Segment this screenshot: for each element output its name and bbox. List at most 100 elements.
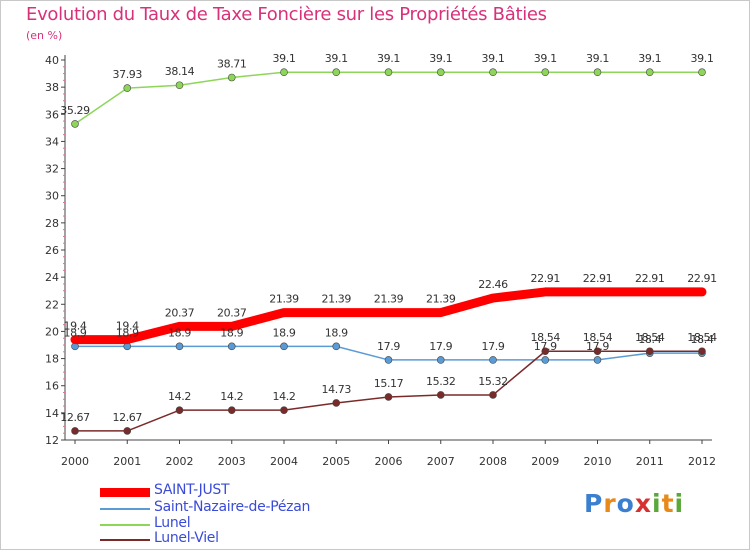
data-point xyxy=(698,68,706,77)
y-tick-label: 24 xyxy=(45,271,59,284)
data-point xyxy=(593,356,602,364)
data-point xyxy=(698,347,706,356)
x-tick-label: 2006 xyxy=(375,455,403,468)
data-point xyxy=(123,84,132,92)
data-label: 21.39 xyxy=(322,293,352,306)
data-label: 37.93 xyxy=(113,68,143,81)
logo-letter: o xyxy=(616,489,635,518)
data-label: 14.2 xyxy=(273,390,296,403)
data-label: 17.9 xyxy=(586,340,609,353)
data-point xyxy=(541,347,550,356)
data-point xyxy=(489,391,497,399)
data-point xyxy=(384,356,393,364)
data-label: 39.1 xyxy=(691,52,714,65)
x-tick-label: 2000 xyxy=(61,455,89,468)
data-label: 15.32 xyxy=(478,375,508,388)
y-tick-label: 30 xyxy=(45,190,59,203)
data-label: 17.9 xyxy=(534,340,557,353)
data-label: 17.9 xyxy=(377,340,400,353)
data-point xyxy=(436,356,445,364)
legend-label: Lunel xyxy=(154,515,191,531)
data-label: 19.4 xyxy=(64,320,87,333)
logo-letter: r xyxy=(603,489,617,518)
y-tick-label: 28 xyxy=(45,217,59,230)
data-point xyxy=(71,427,79,435)
y-tick-label: 36 xyxy=(45,108,59,121)
y-tick-label: 26 xyxy=(45,244,59,257)
data-point xyxy=(332,342,341,351)
data-label: 39.1 xyxy=(429,52,452,65)
data-label: 39.1 xyxy=(638,52,661,65)
data-point xyxy=(227,342,236,351)
data-point xyxy=(175,342,184,351)
data-point xyxy=(541,356,550,364)
data-point xyxy=(541,68,550,77)
data-label: 18.9 xyxy=(273,326,296,339)
legend-swatch xyxy=(100,508,150,510)
data-point xyxy=(384,393,393,401)
data-label: 18.54 xyxy=(583,331,613,344)
legend-swatch xyxy=(100,539,150,541)
data-label: 12.67 xyxy=(60,411,90,424)
legend-label: SAINT-JUST xyxy=(154,482,230,498)
data-label: 39.1 xyxy=(482,52,505,65)
data-label: 22.46 xyxy=(478,278,508,291)
data-label: 12.67 xyxy=(113,411,143,424)
data-point xyxy=(436,68,445,77)
y-tick-label: 32 xyxy=(45,163,59,176)
x-tick-label: 2002 xyxy=(166,455,194,468)
data-label: 39.1 xyxy=(586,52,609,65)
data-label: 18.9 xyxy=(168,326,191,339)
data-point xyxy=(71,120,79,128)
data-label: 17.9 xyxy=(429,340,452,353)
data-point xyxy=(227,73,236,82)
logo-letter: P xyxy=(584,489,604,518)
y-tick-label: 34 xyxy=(45,135,59,148)
data-label: 18.4 xyxy=(638,333,661,346)
data-point xyxy=(280,406,288,414)
data-label: 19.4 xyxy=(116,320,139,333)
data-point xyxy=(280,342,288,351)
data-label: 15.17 xyxy=(374,377,404,390)
y-tick-label: 14 xyxy=(45,407,59,420)
data-label: 21.39 xyxy=(374,293,404,306)
data-label: 22.91 xyxy=(635,272,665,285)
data-point xyxy=(280,68,288,77)
logo-letter: x xyxy=(634,489,652,518)
data-label: 38.71 xyxy=(217,58,247,71)
series-line-2 xyxy=(74,71,703,125)
data-label: 18.54 xyxy=(687,331,717,344)
legend-swatch xyxy=(100,524,150,526)
data-label: 22.91 xyxy=(583,272,613,285)
data-label: 14.2 xyxy=(168,390,191,403)
data-label: 39.1 xyxy=(273,52,296,65)
data-label: 18.4 xyxy=(691,333,714,346)
data-label: 21.39 xyxy=(426,293,456,306)
y-tick-label: 16 xyxy=(45,380,59,393)
x-tick-label: 2007 xyxy=(427,455,455,468)
data-label: 39.1 xyxy=(325,52,348,65)
data-label: 15.32 xyxy=(426,375,456,388)
x-tick-label: 2004 xyxy=(270,455,298,468)
data-label: 35.29 xyxy=(60,104,90,117)
x-tick-label: 2009 xyxy=(531,455,559,468)
data-point xyxy=(436,391,445,399)
x-tick-label: 2011 xyxy=(636,455,664,468)
data-label: 18.9 xyxy=(220,326,243,339)
data-label: 14.2 xyxy=(220,390,243,403)
proxiti-logo: Proxiti xyxy=(584,489,684,518)
legend-swatch xyxy=(100,487,150,497)
data-label: 18.9 xyxy=(64,326,87,339)
data-point xyxy=(227,406,236,414)
x-tick-label: 2010 xyxy=(584,455,612,468)
data-label: 18.9 xyxy=(325,326,348,339)
data-label: 18.9 xyxy=(116,326,139,339)
logo-letter: i xyxy=(652,489,662,518)
data-point xyxy=(593,347,602,356)
x-tick-label: 2003 xyxy=(218,455,246,468)
data-point xyxy=(645,68,654,77)
series-line-0 xyxy=(70,287,707,345)
data-label: 18.54 xyxy=(635,331,665,344)
